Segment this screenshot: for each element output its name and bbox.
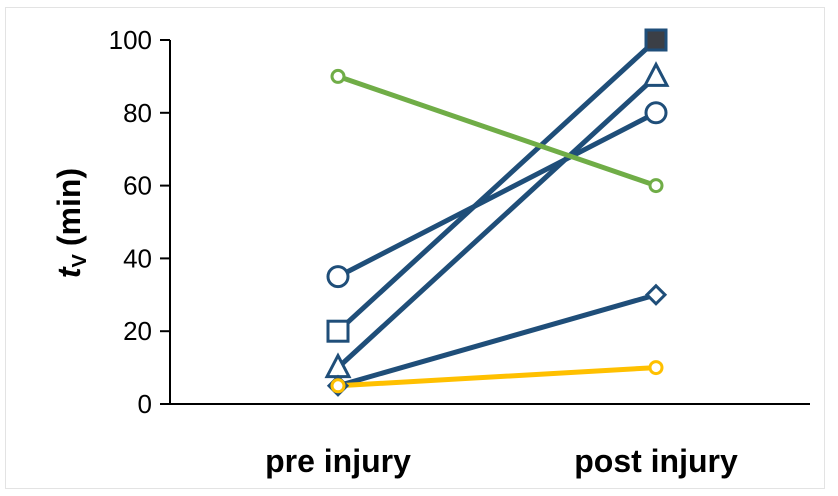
circle-marker (330, 378, 346, 394)
square-marker (644, 28, 668, 52)
y-tick-label: 100 (109, 25, 152, 55)
series-line (335, 365, 659, 389)
series-layer (324, 28, 670, 397)
axes: 0 20 40 60 80 100 pre injury post injury (109, 25, 810, 479)
triangle-marker (642, 61, 670, 87)
y-axis-label-sub: V (69, 253, 91, 267)
y-tick-label: 40 (123, 243, 152, 273)
square-marker (326, 319, 350, 343)
y-tick-label: 60 (123, 171, 152, 201)
circle-marker (644, 101, 668, 125)
circle-marker (648, 178, 664, 194)
circle-marker (648, 360, 664, 376)
series-line (335, 73, 659, 189)
series-line (335, 37, 659, 334)
y-tick-label: 80 (123, 98, 152, 128)
circle-marker (326, 265, 350, 289)
diamond-marker (644, 283, 668, 306)
series-line (335, 73, 659, 371)
chart-frame (5, 7, 825, 489)
series-line (335, 110, 659, 280)
y-tick-label: 0 (138, 389, 152, 419)
circle-marker (330, 68, 346, 84)
y-axis-label: tV (min) (51, 168, 91, 278)
series-line (335, 292, 659, 389)
y-axis-label-main: t (51, 266, 87, 278)
x-category-label: post injury (574, 443, 738, 479)
svg-text:tV(min): tV (min) (51, 168, 91, 278)
x-category-label: pre injury (265, 443, 411, 479)
y-axis-label-unit: (min) (51, 168, 87, 246)
y-tick-label: 20 (123, 316, 152, 346)
